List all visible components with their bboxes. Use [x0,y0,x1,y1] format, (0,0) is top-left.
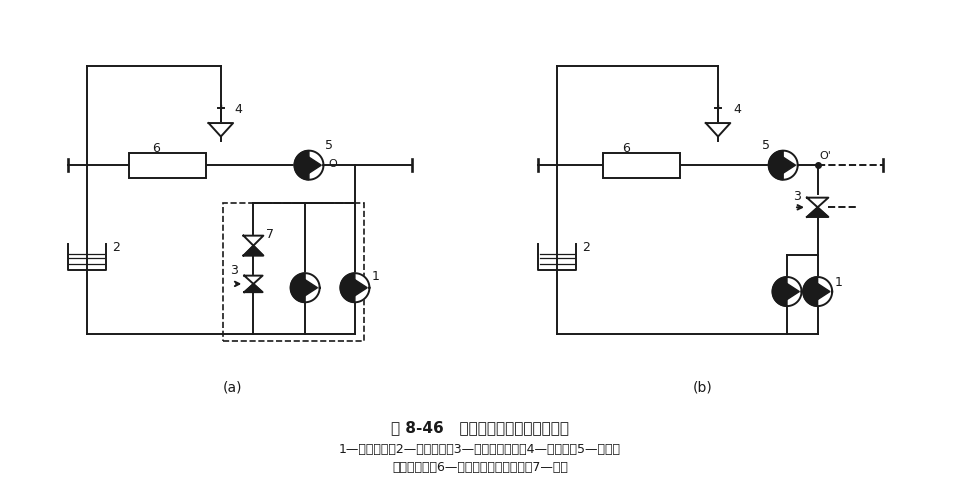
Polygon shape [773,277,787,306]
Text: 2: 2 [111,242,120,254]
Text: 系统循环泵；6—冷水机组或热水锅炉；7—阀门: 系统循环泵；6—冷水机组或热水锅炉；7—阀门 [392,461,568,474]
Text: 4: 4 [234,104,242,116]
Text: O': O' [820,151,831,162]
Polygon shape [807,207,828,217]
Text: 1—补给水泵；2—补给水箱；3—补给水调节阀；4—安全阀；5—空调水: 1—补给水泵；2—补给水箱；3—补给水调节阀；4—安全阀；5—空调水 [339,443,621,456]
Polygon shape [303,278,318,297]
Bar [129,153,205,178]
Text: O: O [329,159,338,169]
Polygon shape [208,123,233,136]
Text: (b): (b) [693,380,712,394]
Polygon shape [307,156,322,175]
Text: 1: 1 [372,270,380,283]
Text: 2: 2 [582,242,590,254]
Polygon shape [295,151,324,180]
Polygon shape [769,151,783,180]
Polygon shape [295,151,309,180]
Polygon shape [804,277,832,306]
Bar [223,203,365,341]
Polygon shape [291,273,305,302]
Text: 5: 5 [325,139,333,152]
Polygon shape [244,246,263,255]
Text: 7: 7 [266,228,274,241]
Polygon shape [244,275,263,284]
Polygon shape [352,278,368,297]
Polygon shape [781,156,796,175]
Polygon shape [244,236,263,246]
Text: 6: 6 [152,142,159,155]
Polygon shape [341,273,370,302]
Polygon shape [773,277,802,306]
Text: 4: 4 [733,104,741,116]
Polygon shape [341,273,355,302]
Polygon shape [291,273,320,302]
Text: 3: 3 [230,264,238,277]
Polygon shape [815,282,830,301]
Polygon shape [244,284,263,292]
Polygon shape [706,123,731,136]
Polygon shape [807,198,828,207]
Text: 1: 1 [835,276,843,289]
Polygon shape [804,277,818,306]
Bar [603,153,680,178]
Text: 5: 5 [762,139,770,152]
Text: 3: 3 [793,190,801,203]
Text: (a): (a) [223,380,242,394]
Text: 6: 6 [622,142,630,155]
Polygon shape [769,151,798,180]
Text: 图 8-46   补给水泵连续补水定压系统: 图 8-46 补给水泵连续补水定压系统 [391,420,569,435]
Polygon shape [785,282,800,301]
